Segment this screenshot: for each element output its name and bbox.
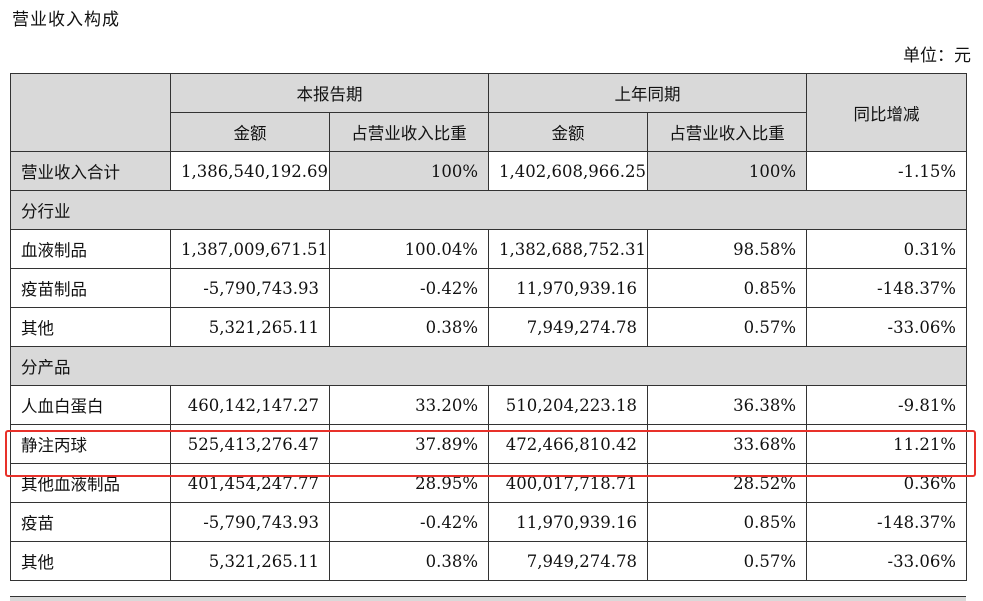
prev-amount-cell: 1,402,608,966.25	[488, 151, 648, 191]
cur-share-cell: 33.20%	[329, 385, 489, 425]
cur-amount-cell: -5,790,743.93	[170, 268, 330, 308]
cur-amount-cell: 1,386,540,192.69	[170, 151, 330, 191]
cur-share-cell: 0.38%	[329, 307, 489, 347]
prev-amount-cell: 7,949,274.78	[488, 541, 648, 581]
table-row: 血液制品 1,387,009,671.51 100.04% 1,382,688,…	[10, 229, 967, 269]
row-label: 疫苗	[10, 502, 171, 542]
cur-share-cell: 28.95%	[329, 463, 489, 503]
header-current-period: 本报告期	[170, 73, 489, 113]
header-yoy: 同比增减	[806, 73, 967, 152]
header-cur-amount: 金额	[170, 112, 330, 152]
table-row-highlighted: 静注丙球 525,413,276.47 37.89% 472,466,810.4…	[10, 424, 967, 464]
cur-amount-cell: 1,387,009,671.51	[170, 229, 330, 269]
prev-share-cell: 33.68%	[647, 424, 807, 464]
table-row: 人血白蛋白 460,142,147.27 33.20% 510,204,223.…	[10, 385, 967, 425]
cur-amount-cell: 525,413,276.47	[170, 424, 330, 464]
prev-share-cell: 0.57%	[647, 541, 807, 581]
table-row: 其他 5,321,265.11 0.38% 7,949,274.78 0.57%…	[10, 541, 967, 581]
row-label: 其他	[10, 541, 171, 581]
table-row: 其他血液制品 401,454,247.77 28.95% 400,017,718…	[10, 463, 967, 503]
cur-share-cell: -0.42%	[329, 268, 489, 308]
unit-label: 单位：元	[903, 46, 971, 66]
row-label: 其他	[10, 307, 171, 347]
prev-amount-cell: 11,970,939.16	[488, 268, 648, 308]
header-prev-amount: 金额	[488, 112, 648, 152]
header-prev-share: 占营业收入比重	[647, 112, 807, 152]
total-row: 营业收入合计 1,386,540,192.69 100% 1,402,608,9…	[10, 151, 967, 191]
row-label: 人血白蛋白	[10, 385, 171, 425]
prev-amount-cell: 7,949,274.78	[488, 307, 648, 347]
cur-amount-cell: -5,790,743.93	[170, 502, 330, 542]
row-label: 静注丙球	[10, 424, 171, 464]
prev-share-cell: 0.85%	[647, 502, 807, 542]
row-label: 疫苗制品	[10, 268, 171, 308]
cur-share-cell: 100%	[329, 151, 489, 191]
yoy-cell: -1.15%	[806, 151, 967, 191]
cur-amount-cell: 460,142,147.27	[170, 385, 330, 425]
prev-share-cell: 100%	[647, 151, 807, 191]
section-row-product: 分产品	[10, 346, 967, 386]
yoy-cell: 0.31%	[806, 229, 967, 269]
row-label: 营业收入合计	[10, 151, 171, 191]
yoy-cell: -33.06%	[806, 541, 967, 581]
header-row-2: 金额 占营业收入比重 金额 占营业收入比重	[11, 112, 967, 152]
yoy-cell: 0.36%	[806, 463, 967, 503]
row-label: 血液制品	[10, 229, 171, 269]
section-row-industry: 分行业	[10, 190, 967, 230]
prev-amount-cell: 510,204,223.18	[488, 385, 648, 425]
yoy-cell: -148.37%	[806, 502, 967, 542]
yoy-cell: -33.06%	[806, 307, 967, 347]
page-title: 营业收入构成	[12, 10, 120, 30]
cur-share-cell: 100.04%	[329, 229, 489, 269]
cur-share-cell: 37.89%	[329, 424, 489, 464]
prev-amount-cell: 472,466,810.42	[488, 424, 648, 464]
prev-share-cell: 0.57%	[647, 307, 807, 347]
table-row: 其他 5,321,265.11 0.38% 7,949,274.78 0.57%…	[10, 307, 967, 347]
yoy-cell: -9.81%	[806, 385, 967, 425]
cur-amount-cell: 401,454,247.77	[170, 463, 330, 503]
header-cur-share: 占营业收入比重	[329, 112, 489, 152]
cur-amount-cell: 5,321,265.11	[170, 541, 330, 581]
revenue-table: 本报告期 上年同期 同比增减 金额 占营业收入比重 金额 占营业收入比重 营业收…	[10, 73, 967, 581]
next-section-strip	[10, 596, 966, 601]
prev-amount-cell: 1,382,688,752.31	[488, 229, 648, 269]
cur-amount-cell: 5,321,265.11	[170, 307, 330, 347]
header-prior-period: 上年同期	[488, 73, 807, 113]
yoy-cell: -148.37%	[806, 268, 967, 308]
prev-amount-cell: 11,970,939.16	[488, 502, 648, 542]
cur-share-cell: 0.38%	[329, 541, 489, 581]
section-label: 分行业	[10, 190, 967, 230]
header-row-1: 本报告期 上年同期 同比增减	[10, 73, 967, 152]
cur-share-cell: -0.42%	[329, 502, 489, 542]
prev-share-cell: 0.85%	[647, 268, 807, 308]
yoy-cell: 11.21%	[806, 424, 967, 464]
table-row: 疫苗制品 -5,790,743.93 -0.42% 11,970,939.16 …	[10, 268, 967, 308]
prev-share-cell: 98.58%	[647, 229, 807, 269]
section-label: 分产品	[10, 346, 967, 386]
prev-amount-cell: 400,017,718.71	[488, 463, 648, 503]
table-row: 疫苗 -5,790,743.93 -0.42% 11,970,939.16 0.…	[10, 502, 967, 542]
prev-share-cell: 28.52%	[647, 463, 807, 503]
prev-share-cell: 36.38%	[647, 385, 807, 425]
header-blank-cell	[10, 73, 171, 152]
row-label: 其他血液制品	[10, 463, 171, 503]
